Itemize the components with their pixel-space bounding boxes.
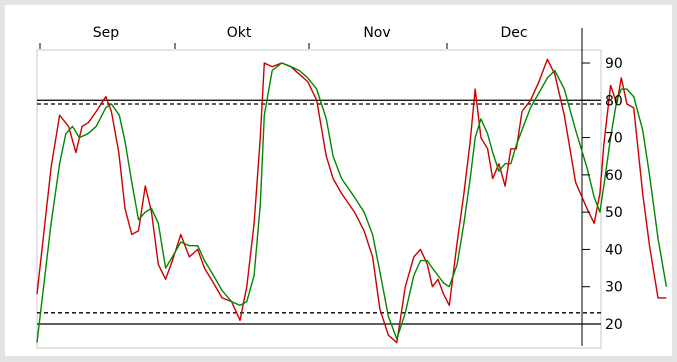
x-tick-label: Dec [500, 25, 527, 41]
series-line-2 [36, 62, 668, 343]
plot-area-border [36, 49, 602, 349]
y-tick-label: 30 [605, 280, 623, 296]
reference-lines [37, 99, 601, 325]
y-axis-ticks: 90 80 70 60 50 40 30 20 [582, 56, 623, 333]
y-tick-label: 20 [605, 317, 623, 333]
y-tick-label: 60 [605, 168, 623, 184]
y-tick-label: 50 [605, 205, 623, 221]
series-line-1 [36, 58, 667, 344]
x-tick-label: Sep [93, 25, 120, 41]
y-tick-label: 70 [605, 131, 623, 147]
x-tick-label: Nov [363, 25, 390, 41]
x-axis-ticks: Sep Okt Nov Dec [39, 25, 528, 49]
chart-background [5, 5, 672, 356]
y-tick-label: 80 [605, 93, 623, 109]
y-tick-label: 90 [605, 56, 623, 72]
x-tick-label: Okt [227, 25, 252, 41]
series-lines [36, 58, 668, 344]
y-tick-label: 40 [605, 242, 623, 258]
